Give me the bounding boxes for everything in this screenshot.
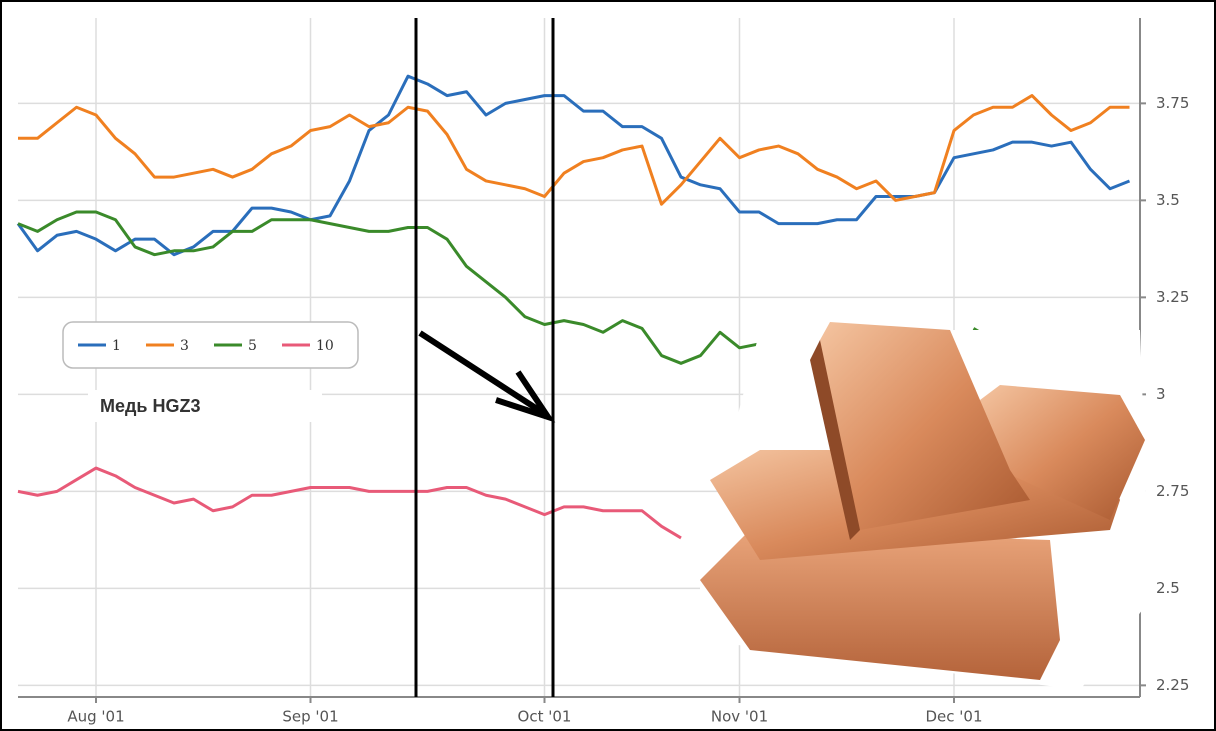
annotation: Медь HGZ3 [100,396,201,416]
x-tick-label: Sep '01 [282,708,338,726]
x-tick-label: Nov '01 [711,708,768,726]
legend [63,322,358,368]
y-tick-label: 3.25 [1156,288,1189,306]
x-tick-label: Oct '01 [518,708,572,726]
y-tick-label: 3.5 [1156,191,1180,209]
chart: 1 3 5 10 Медь HGZ3 2.25 2.5 2.75 3 3.25 3.5 3.75 A… [0,0,1216,731]
y-tick-label: 2.25 [1156,676,1189,694]
legend-label: 5 [248,338,257,354]
legend-label: 10 [316,338,334,354]
y-tick-label: 3.75 [1156,94,1189,112]
y-tick-label: 2.75 [1156,482,1189,500]
x-tick-label: Dec '01 [925,708,982,726]
x-tick-label: Aug '01 [67,708,124,726]
legend-label: 1 [112,338,121,354]
y-tick-label: 2.5 [1156,579,1180,597]
copper-image [700,322,1150,690]
y-tick-label: 3 [1156,385,1166,403]
legend-label: 3 [180,338,189,354]
